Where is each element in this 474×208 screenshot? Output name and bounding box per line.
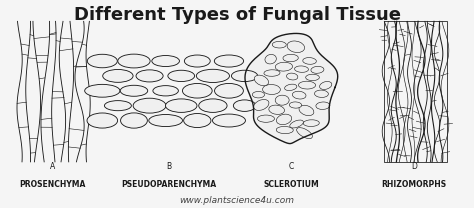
Ellipse shape xyxy=(104,101,131,111)
Ellipse shape xyxy=(297,128,312,139)
Ellipse shape xyxy=(231,70,258,82)
Ellipse shape xyxy=(233,100,256,111)
Ellipse shape xyxy=(292,91,306,99)
Ellipse shape xyxy=(284,84,297,90)
Ellipse shape xyxy=(263,84,280,94)
Bar xyxy=(383,21,447,162)
Ellipse shape xyxy=(136,70,163,82)
Ellipse shape xyxy=(252,92,264,98)
Ellipse shape xyxy=(275,95,289,105)
Ellipse shape xyxy=(315,90,328,97)
Ellipse shape xyxy=(283,54,298,62)
Ellipse shape xyxy=(276,114,292,125)
Text: D: D xyxy=(411,162,417,171)
Ellipse shape xyxy=(290,120,303,128)
Ellipse shape xyxy=(215,83,243,98)
Text: RHIZOMORPHS: RHIZOMORPHS xyxy=(382,180,447,189)
Text: Different Types of Fungal Tissue: Different Types of Fungal Tissue xyxy=(73,6,401,24)
Ellipse shape xyxy=(294,66,309,72)
Ellipse shape xyxy=(196,69,229,83)
Ellipse shape xyxy=(311,66,324,73)
Ellipse shape xyxy=(87,113,118,128)
Text: C: C xyxy=(289,162,294,171)
Ellipse shape xyxy=(183,114,211,128)
Ellipse shape xyxy=(287,41,305,53)
Ellipse shape xyxy=(319,82,332,89)
Ellipse shape xyxy=(257,115,274,122)
Text: PROSENCHYMA: PROSENCHYMA xyxy=(19,180,86,189)
Ellipse shape xyxy=(303,120,319,126)
Ellipse shape xyxy=(272,41,286,48)
Text: A: A xyxy=(50,162,55,171)
Ellipse shape xyxy=(316,102,330,109)
Ellipse shape xyxy=(299,81,316,89)
Ellipse shape xyxy=(269,105,284,114)
Ellipse shape xyxy=(264,70,280,76)
Ellipse shape xyxy=(265,54,276,64)
Ellipse shape xyxy=(168,70,195,82)
Ellipse shape xyxy=(149,114,182,126)
Ellipse shape xyxy=(118,54,150,68)
Ellipse shape xyxy=(182,83,212,98)
Ellipse shape xyxy=(287,73,298,80)
Ellipse shape xyxy=(212,114,246,127)
Ellipse shape xyxy=(120,85,148,96)
Ellipse shape xyxy=(289,102,301,108)
Ellipse shape xyxy=(184,55,210,67)
Ellipse shape xyxy=(254,99,269,110)
Ellipse shape xyxy=(133,98,166,113)
Ellipse shape xyxy=(275,62,292,71)
Text: B: B xyxy=(166,162,171,171)
Ellipse shape xyxy=(120,113,147,128)
Ellipse shape xyxy=(306,74,319,81)
Ellipse shape xyxy=(87,54,117,68)
Text: SCLEROTIUM: SCLEROTIUM xyxy=(264,180,319,189)
Text: www.plantscience4u.com: www.plantscience4u.com xyxy=(180,196,294,205)
Ellipse shape xyxy=(276,126,293,134)
Ellipse shape xyxy=(103,69,133,82)
Ellipse shape xyxy=(255,75,269,86)
Ellipse shape xyxy=(85,84,120,97)
Ellipse shape xyxy=(303,58,316,64)
Polygon shape xyxy=(245,33,337,144)
Ellipse shape xyxy=(214,55,244,67)
Ellipse shape xyxy=(165,99,197,112)
Ellipse shape xyxy=(152,56,180,67)
Ellipse shape xyxy=(199,99,227,112)
Text: PSEUDOPARENCHYMA: PSEUDOPARENCHYMA xyxy=(121,180,216,189)
Ellipse shape xyxy=(153,86,178,96)
Ellipse shape xyxy=(299,105,314,116)
